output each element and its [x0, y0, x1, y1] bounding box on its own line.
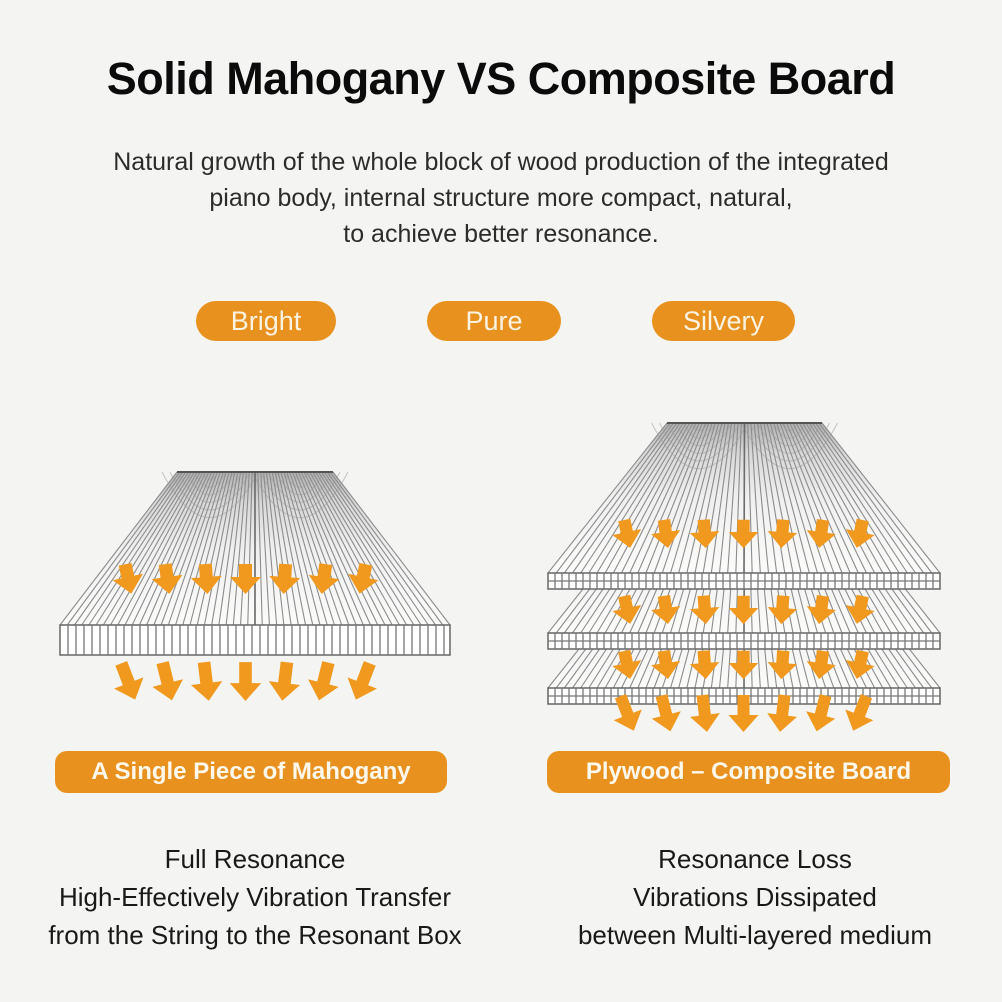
- right-caption-line-1: Resonance Loss: [658, 844, 852, 874]
- left-caption-line-1: Full Resonance: [164, 844, 346, 874]
- right-banner-label: Plywood – Composite Board: [547, 751, 950, 793]
- tone-badge-silvery: Silvery: [652, 301, 795, 341]
- left-caption-line-2: High-Effectively Vibration Transfer: [58, 882, 452, 912]
- right-caption: Resonance Loss Vibrations Dissipated bet…: [540, 840, 970, 954]
- left-caption-line-3: from the String to the Resonant Box: [48, 920, 462, 950]
- tone-badge-pure: Pure: [427, 301, 561, 341]
- intro-line-2: piano body, internal structure more comp…: [209, 184, 793, 212]
- tone-badge-bright: Bright: [196, 301, 336, 341]
- left-caption: Full Resonance High-Effectively Vibratio…: [40, 840, 470, 954]
- page-title: Solid Mahogany VS Composite Board: [106, 53, 896, 104]
- intro-line-3: to achieve better resonance.: [343, 220, 659, 248]
- right-caption-line-3: between Multi-layered medium: [577, 920, 933, 950]
- plywood-composite-board-diagram: [547, 422, 941, 732]
- right-caption-line-2: Vibrations Dissipated: [633, 882, 877, 912]
- left-banner-label: A Single Piece of Mahogany: [55, 751, 447, 793]
- solid-mahogany-board-diagram: [59, 471, 451, 701]
- intro-line-1: Natural growth of the whole block of woo…: [113, 148, 889, 176]
- intro-paragraph: Natural growth of the whole block of woo…: [0, 144, 1002, 252]
